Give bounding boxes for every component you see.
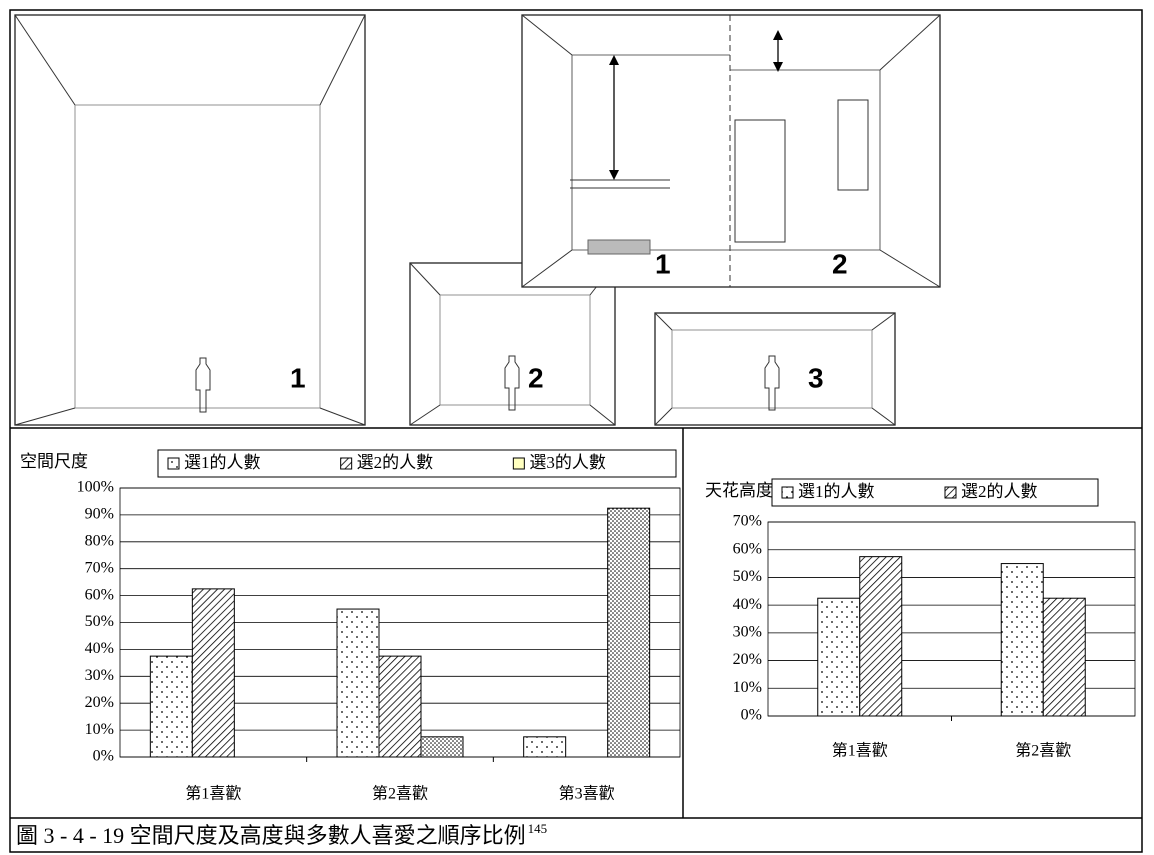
y-tick-label: 20% — [85, 694, 114, 711]
y-tick-label: 10% — [85, 721, 114, 738]
sketch-line — [14, 14, 76, 106]
door — [734, 119, 786, 243]
y-tick-label: 90% — [85, 506, 114, 523]
legend-swatch — [167, 457, 180, 470]
caption-note: 145 — [528, 821, 548, 836]
legend-swatch — [944, 486, 957, 499]
y-tick-label: 30% — [733, 624, 762, 641]
sketch-line — [409, 262, 441, 296]
y-tick-label: 60% — [85, 586, 114, 603]
sketch-line — [879, 249, 941, 288]
room-outline — [409, 262, 616, 426]
bar — [1000, 563, 1044, 717]
y-tick-label: 100% — [77, 479, 114, 496]
y-tick-label: 0% — [741, 707, 762, 724]
sketch-line — [589, 404, 616, 426]
y-tick-label: 10% — [733, 679, 762, 696]
sketch-line — [871, 312, 896, 331]
y-tick-label: 50% — [85, 613, 114, 630]
y-tick-label: 0% — [93, 748, 114, 765]
sketch-line — [14, 407, 76, 426]
legend-swatch — [781, 486, 794, 499]
legend-swatch — [340, 457, 353, 470]
figure-label: 1 — [655, 248, 671, 279]
charts: 0%10%20%30%40%50%60%70%80%90%100%第1喜歡 第2喜… — [20, 449, 1136, 803]
sketch-frame — [521, 14, 941, 288]
x-tick-label: 第3喜歡 — [559, 785, 615, 803]
y-tick-label: 50% — [733, 568, 762, 585]
y-tick-label: 30% — [85, 667, 114, 684]
rug — [587, 239, 651, 255]
bar — [607, 507, 651, 758]
room-back-wall — [671, 329, 873, 409]
person-figure — [764, 355, 780, 411]
sketch-line — [409, 404, 441, 426]
bar — [859, 556, 903, 717]
bar — [817, 597, 861, 717]
room-outline — [14, 14, 366, 426]
window — [837, 99, 869, 191]
bar — [523, 736, 567, 758]
sketch-line — [654, 407, 673, 426]
arrow-head — [773, 30, 783, 72]
legend-label: 選2的人數 — [961, 482, 1038, 501]
legend-label: 選2的人數 — [357, 453, 434, 472]
y-tick-label: 40% — [733, 596, 762, 613]
y-tick-label: 60% — [733, 540, 762, 557]
x-tick-label: 第1喜歡 — [832, 742, 888, 760]
sketch-line — [319, 407, 366, 426]
bar — [1042, 597, 1086, 717]
room-outline — [654, 312, 896, 426]
y-tick-label: 20% — [733, 651, 762, 668]
legend-box — [157, 449, 677, 478]
y-tick-label: 40% — [85, 640, 114, 657]
y-tick-label: 80% — [85, 532, 114, 549]
legend-label: 選1的人數 — [184, 453, 261, 472]
sketch-line — [879, 14, 941, 71]
sketch-line — [319, 14, 366, 106]
figure-label: 1 — [290, 362, 306, 393]
caption: 圖 3 - 4 - 19 空間尺度及高度與多數人喜愛之順序比例 — [16, 823, 526, 848]
sketch-line — [871, 407, 896, 426]
chart-title: 天花高度 — [705, 481, 773, 500]
sketch-line — [654, 312, 673, 331]
room-back-wall — [74, 104, 321, 409]
legend-label: 選1的人數 — [798, 482, 875, 501]
person-figure — [504, 355, 520, 411]
bar — [149, 655, 193, 758]
figure-label: 3 — [808, 362, 824, 393]
legend-box — [771, 478, 1099, 507]
chart-title: 空間尺度 — [20, 452, 88, 471]
outer-frame — [9, 9, 1143, 853]
figure-label: 2 — [528, 362, 544, 393]
sketch-line — [521, 14, 573, 56]
person-figure — [195, 357, 211, 413]
legend-label: 選3的人數 — [529, 453, 606, 472]
bar — [191, 588, 235, 758]
y-tick-label: 70% — [733, 513, 762, 530]
x-tick-label: 第2喜歡 — [1015, 742, 1071, 760]
sketch-line — [521, 249, 573, 288]
x-tick-label: 第1喜歡 — [185, 785, 241, 803]
sketches: 1 2 3 1 2 — [14, 14, 941, 426]
bar — [336, 608, 380, 758]
figure-label: 2 — [832, 248, 848, 279]
bar — [378, 655, 422, 758]
y-tick-label: 70% — [85, 559, 114, 576]
x-tick-label: 第2喜歡 — [372, 785, 428, 803]
bar — [420, 736, 464, 758]
legend-swatch — [512, 457, 525, 470]
